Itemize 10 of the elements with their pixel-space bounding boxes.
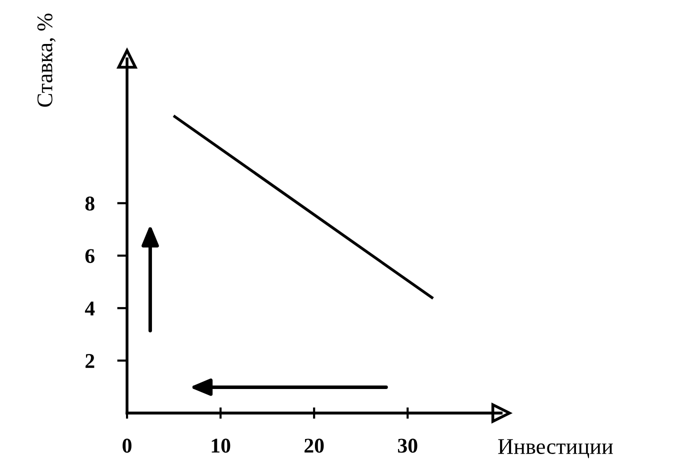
y-tick-label: 8 (85, 196, 94, 211)
x-tick-label: 0 (122, 438, 132, 453)
x-axis-title: Инвестиции (498, 439, 613, 458)
x-tick-label: 30 (398, 438, 418, 453)
x-tick-label: 20 (304, 438, 324, 453)
x-tick-label: 10 (212, 438, 230, 453)
y-tick-label: 6 (85, 249, 94, 264)
y-axis-title: Ставка, % (37, 14, 56, 107)
y-tick-label: 4 (84, 302, 95, 316)
y-tick-label: 2 (86, 354, 94, 368)
